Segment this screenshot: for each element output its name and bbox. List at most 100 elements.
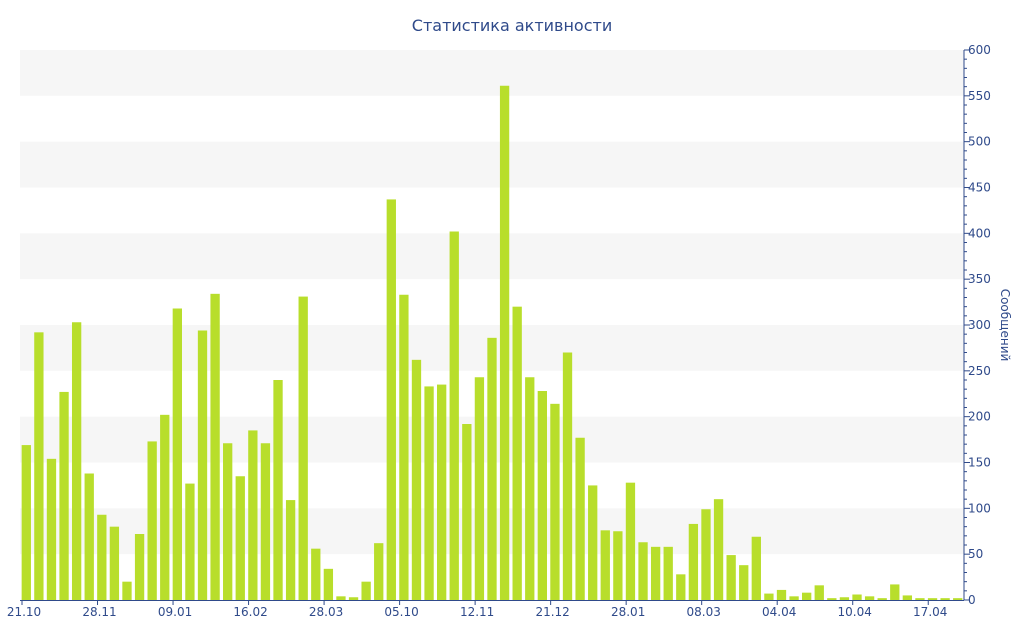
bar <box>34 332 44 600</box>
y-tick-label: 50 <box>968 547 983 561</box>
x-tick-label: 16.02 <box>233 605 267 619</box>
bar <box>953 598 963 600</box>
bar <box>751 536 761 600</box>
bar <box>374 543 384 600</box>
x-tick-label: 12.11 <box>460 605 494 619</box>
bar <box>311 548 321 600</box>
y-tick-label: 500 <box>968 135 991 149</box>
bar <box>789 596 799 600</box>
bar <box>260 443 271 600</box>
bar <box>298 296 308 600</box>
bar <box>97 514 107 600</box>
bar <box>235 476 245 600</box>
bar <box>814 585 824 600</box>
bar <box>273 380 283 600</box>
y-tick-label: 250 <box>968 364 991 378</box>
bar <box>361 581 371 600</box>
bar <box>437 384 447 600</box>
x-tick-label: 28.11 <box>82 605 116 619</box>
bar <box>839 597 850 600</box>
y-tick-label: 550 <box>968 89 991 103</box>
bar <box>424 386 434 600</box>
bar <box>348 597 359 600</box>
bar <box>638 542 648 600</box>
bar <box>852 594 862 600</box>
bar <box>285 500 296 600</box>
bar <box>688 523 699 600</box>
y-tick-label: 300 <box>968 318 991 332</box>
bar <box>575 437 585 600</box>
y-axis: 0 50 100 150 200 250 300 350 400 450 500 550 600 <box>963 43 991 607</box>
bar <box>474 377 485 600</box>
bar <box>588 485 598 600</box>
bar <box>663 546 673 600</box>
bar <box>71 322 82 600</box>
bar <box>386 199 396 601</box>
bar <box>940 598 950 600</box>
bar <box>499 85 510 600</box>
x-tick-label: 09.01 <box>158 605 192 619</box>
x-tick-label: 08.03 <box>687 605 721 619</box>
bar <box>248 430 258 600</box>
bar <box>147 441 157 600</box>
y-tick-label: 0 <box>968 593 976 607</box>
y-axis-title: Сообщений <box>998 289 1012 362</box>
chart-title: Статистика активности <box>412 16 612 35</box>
bar <box>739 565 749 600</box>
grid-band <box>20 141 964 188</box>
y-tick-label: 100 <box>968 501 991 515</box>
bar <box>764 593 774 600</box>
bar <box>512 306 522 600</box>
bar <box>713 499 724 600</box>
x-axis: 21.10 28.11 09.01 16.02 28.03 05.10 12.11 21.12… <box>7 600 964 619</box>
bar <box>562 352 573 600</box>
bar <box>122 581 132 600</box>
bar <box>46 458 57 600</box>
bars <box>21 85 963 601</box>
bar <box>525 377 535 600</box>
bar <box>411 359 422 600</box>
bar <box>84 473 94 600</box>
grid-band <box>20 50 964 96</box>
bar <box>223 443 233 600</box>
y-tick-label: 200 <box>968 410 991 424</box>
bar <box>890 584 900 600</box>
bar <box>915 598 925 600</box>
bar <box>613 531 623 600</box>
bar <box>59 391 69 600</box>
bar <box>487 337 497 600</box>
y-tick-label: 400 <box>968 226 991 240</box>
bar <box>172 308 182 600</box>
bar <box>676 574 686 600</box>
x-tick-label: 21.10 <box>7 605 41 619</box>
bar <box>210 293 220 600</box>
bar <box>462 424 472 600</box>
bar <box>399 294 409 600</box>
grid-bands <box>20 50 964 555</box>
bar <box>323 568 334 600</box>
bar <box>726 555 736 600</box>
x-tick-label: 10.04 <box>838 605 872 619</box>
bar <box>449 231 459 600</box>
bar <box>134 534 145 600</box>
bar <box>537 391 547 600</box>
bar <box>21 445 31 600</box>
bar <box>776 589 787 600</box>
x-tick-label: 28.03 <box>309 605 343 619</box>
y-tick-label: 600 <box>968 43 991 57</box>
y-tick-label: 150 <box>968 456 991 470</box>
bar <box>109 526 120 600</box>
x-tick-label: 17.04 <box>913 605 947 619</box>
bar <box>877 598 887 600</box>
bar <box>902 595 913 600</box>
bar <box>927 598 938 600</box>
x-tick-label: 21.12 <box>535 605 569 619</box>
bar <box>160 414 170 600</box>
bar <box>336 596 346 600</box>
y-tick-label: 350 <box>968 272 991 286</box>
bar <box>802 592 812 600</box>
grid-band <box>20 233 964 280</box>
bar <box>650 546 661 600</box>
bar <box>197 330 208 600</box>
